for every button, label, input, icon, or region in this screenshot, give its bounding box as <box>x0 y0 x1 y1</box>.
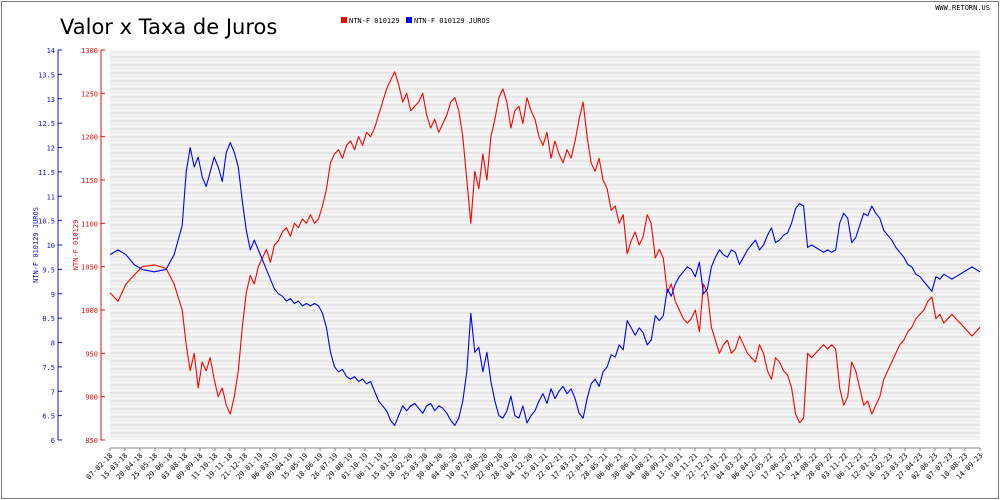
left-axis-tick-label: 8 <box>51 340 55 348</box>
right-axis-tick-label: 1250 <box>81 90 98 98</box>
chart-title: Valor x Taxa de Juros <box>60 15 277 39</box>
left-axis-tick-label: 9 <box>51 291 55 299</box>
left-axis-tick-label: 13 <box>47 96 55 104</box>
left-axis-tick-label: 10 <box>47 242 55 250</box>
left-axis-tick-label: 7 <box>51 388 55 396</box>
left-axis-title: NTN-F 010129 JUROS <box>32 207 40 283</box>
series-line-price <box>109 71 981 424</box>
left-axis-tick-label: 12.5 <box>38 120 55 128</box>
right-axis-tick-label: 950 <box>85 350 98 358</box>
legend-swatch-yield <box>406 17 412 23</box>
legend-swatch-price <box>341 17 347 23</box>
right-axis-tick-label: 1050 <box>81 264 98 272</box>
legend-label-price: NTN-F 010129 <box>349 17 400 25</box>
right-axis-tick-label: 1100 <box>81 220 98 228</box>
left-axis-tick-label: 9.5 <box>42 266 55 274</box>
left-axis-tick-label: 11.5 <box>38 169 55 177</box>
right-axis-tick-label: 1000 <box>81 307 98 315</box>
series-line-yield <box>109 142 981 426</box>
left-axis-tick-label: 14 <box>47 47 55 55</box>
left-axis-tick-label: 6 <box>51 437 55 445</box>
right-axis-tick-label: 1150 <box>81 177 98 185</box>
site-watermark: WWW.RETORN.US <box>935 4 990 12</box>
left-axis-tick-label: 8.5 <box>42 315 55 323</box>
legend-label-yield: NTN-F 010129 JUROS <box>414 17 490 25</box>
right-axis-tick-label: 850 <box>85 437 98 445</box>
left-axis-tick-label: 11 <box>47 193 55 201</box>
right-axis-title: NTN-F 010129 <box>72 220 80 271</box>
left-axis-tick-label: 6.5 <box>42 413 55 421</box>
right-axis-tick-label: 1300 <box>81 47 98 55</box>
left-axis-tick-label: 13.5 <box>38 71 55 79</box>
right-axis-tick-label: 900 <box>85 394 98 402</box>
left-axis-tick-label: 7.5 <box>42 364 55 372</box>
right-axis-tick-label: 1200 <box>81 134 98 142</box>
plot-area <box>110 50 980 440</box>
left-axis-tick-label: 10.5 <box>38 218 55 226</box>
left-axis-tick-label: 12 <box>47 145 55 153</box>
